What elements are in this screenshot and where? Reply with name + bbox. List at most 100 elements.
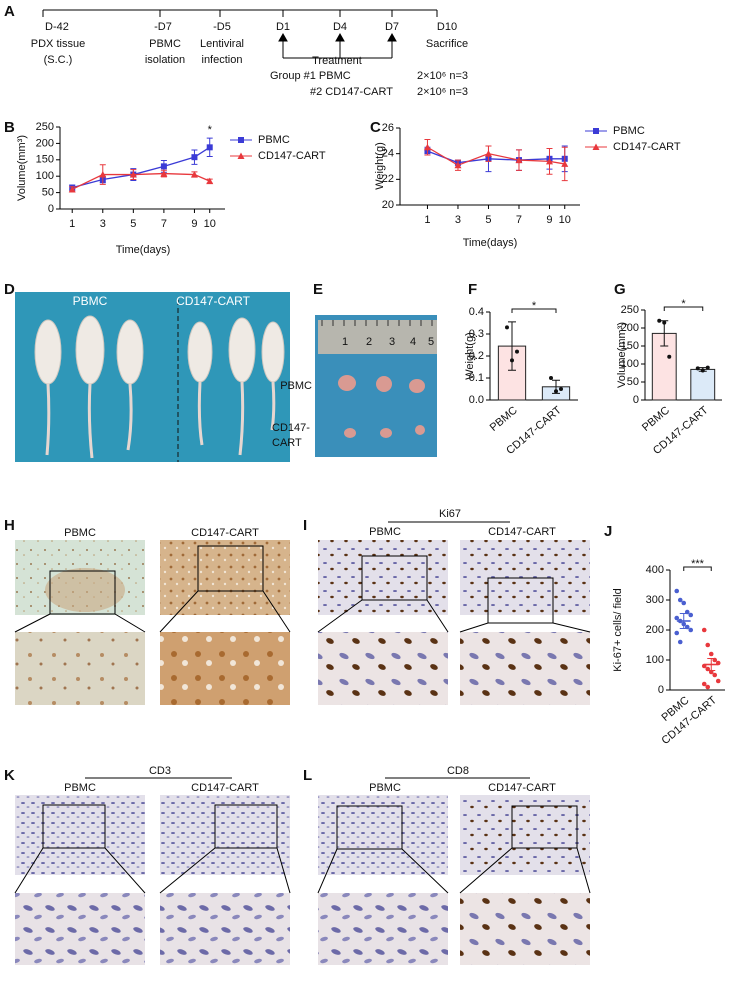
- y-tick-label: 300: [646, 594, 664, 606]
- data-point: [677, 597, 683, 603]
- data-point: [701, 681, 707, 687]
- x-tick-label: 1: [69, 218, 75, 230]
- data-point: [712, 672, 718, 678]
- point-marker: [561, 160, 569, 167]
- y-tick-label: 0.3: [469, 328, 484, 340]
- zoom-box: [487, 577, 554, 624]
- zoom-box: [42, 804, 106, 849]
- y-tick-label: 24: [382, 148, 394, 160]
- column-label: PBMC: [369, 782, 401, 794]
- ruler-number: 1: [342, 336, 348, 348]
- group-dose: 2×10⁶ n=3: [417, 86, 468, 98]
- x-tick-label: 1: [424, 214, 430, 226]
- y-tick-label: 250: [36, 121, 54, 133]
- error-bar: [660, 320, 669, 347]
- point-marker: [423, 143, 431, 151]
- x-tick-label: 3: [100, 218, 106, 230]
- y-tick-label: 400: [646, 564, 664, 576]
- x-axis-label: Time(days): [463, 237, 518, 249]
- ihc-image: [160, 540, 290, 615]
- zoom-lines: [317, 847, 591, 894]
- point-marker: [238, 137, 244, 143]
- y-tick-label: 0: [48, 203, 54, 215]
- ihc-images-i: [317, 540, 591, 705]
- y-tick-label: 100: [646, 654, 664, 666]
- tumor: [376, 376, 392, 392]
- day-label: D7: [385, 21, 399, 33]
- column-label: PBMC: [369, 526, 401, 538]
- point-marker: [515, 156, 523, 164]
- panel-label: C: [370, 119, 381, 136]
- error-bar: [707, 658, 716, 671]
- significance: *: [681, 298, 686, 310]
- y-tick-label: 50: [42, 187, 54, 199]
- zoom-box: [361, 555, 428, 601]
- significance-bracket: [511, 308, 557, 313]
- y-tick-label: 150: [36, 154, 54, 166]
- panel-label: A: [4, 3, 15, 20]
- y-tick-label: 100: [36, 170, 54, 182]
- data-point: [715, 678, 721, 684]
- column-label: PBMC: [64, 527, 96, 539]
- column-label: CD147-CART: [191, 527, 259, 539]
- point-marker: [99, 171, 107, 178]
- point-marker: [206, 177, 214, 185]
- data-point: [667, 354, 672, 359]
- data-point: [688, 627, 694, 633]
- zoom-box: [336, 805, 403, 850]
- x-tick-label: PBMC: [640, 404, 672, 434]
- day-label: D1: [276, 21, 290, 33]
- event-text: Lentiviral: [200, 38, 244, 50]
- y-tick-label: 250: [621, 304, 639, 316]
- ihc-zoom: [160, 632, 290, 705]
- x-tick-label: 10: [559, 214, 571, 226]
- data-point: [705, 365, 710, 370]
- y-axis-label: Weight(g): [464, 332, 476, 379]
- x-tick-label: 3: [455, 214, 461, 226]
- ihc-images-h: [14, 540, 291, 705]
- data-point: [701, 627, 707, 633]
- y-tick-label: 50: [627, 376, 639, 388]
- mouse-tails: [45, 381, 276, 459]
- tumors: [338, 375, 425, 438]
- x-tick-label: PBMC: [488, 404, 520, 434]
- data-point: [695, 366, 700, 371]
- panel-label: G: [614, 281, 626, 298]
- tumor: [380, 428, 392, 438]
- zoom-lines: [14, 847, 291, 894]
- point-marker: [484, 150, 492, 157]
- data-point: [549, 376, 553, 380]
- event-text: Sacrifice: [426, 38, 468, 50]
- row-label: CART: [272, 437, 302, 449]
- ruler-number: 4: [410, 336, 416, 348]
- data-point: [674, 630, 680, 636]
- error-bar: [508, 321, 516, 371]
- tumor: [338, 375, 356, 391]
- legend-label: CD147-CART: [613, 141, 681, 153]
- ihc-zoom: [460, 632, 590, 705]
- column-label: PBMC: [64, 782, 96, 794]
- column-label: CD147-CART: [191, 782, 259, 794]
- point-marker: [545, 157, 553, 165]
- point-marker: [190, 171, 198, 178]
- panel-label: D: [4, 281, 15, 298]
- panel-label: K: [4, 767, 15, 784]
- significance-bracket: [683, 566, 712, 571]
- day-label: D-42: [45, 21, 69, 33]
- column-label: CD147-CART: [488, 526, 556, 538]
- data-point: [674, 588, 680, 594]
- zoom-box: [511, 805, 578, 849]
- ihc-image: [460, 795, 590, 875]
- y-tick-label: 0.1: [469, 372, 484, 384]
- group-name: #2 CD147-CART: [310, 86, 393, 98]
- data-point: [688, 612, 694, 618]
- y-axis-label: Weight(g): [374, 142, 386, 189]
- event-text: PBMC: [149, 38, 181, 50]
- series-line: [72, 146, 211, 189]
- error-bar: [698, 367, 707, 372]
- data-point: [681, 600, 687, 606]
- significance: *: [532, 300, 537, 312]
- group-label: PBMC: [73, 294, 108, 308]
- y-tick-label: 22: [382, 173, 394, 185]
